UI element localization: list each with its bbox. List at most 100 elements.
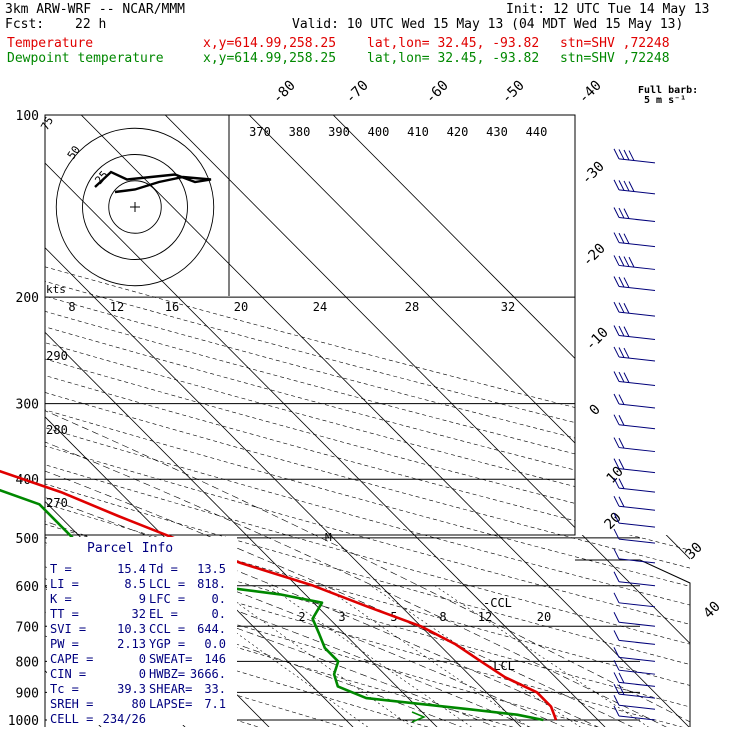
- parcel-info-title: Parcel Info: [87, 541, 173, 556]
- theta-label: 380: [289, 125, 311, 139]
- lower-frame: [575, 559, 691, 727]
- isotherm-tick-label: -50: [499, 78, 528, 107]
- wind-barb-staff: [618, 217, 656, 223]
- wind-barb-staff: [618, 602, 656, 608]
- parcel-value: 0.: [212, 607, 226, 621]
- wind-barb-flag: [613, 647, 620, 658]
- parcel-label: SVI =: [50, 622, 86, 636]
- isotherm-line: [45, 115, 444, 727]
- wind-barb: [613, 695, 656, 710]
- wind-barb: [613, 179, 656, 195]
- wind-barb-staff: [618, 447, 656, 453]
- wind-barb-flag: [618, 371, 625, 383]
- wind-barb-flag: [618, 255, 625, 267]
- wind-barb-flag: [613, 592, 620, 604]
- mixing-ratio-line: [268, 585, 480, 727]
- theta-label: 440: [526, 125, 548, 139]
- wind-barb-flag: [613, 571, 620, 583]
- wind-barb-flag: [618, 149, 625, 160]
- hodograph-ring: [82, 154, 188, 260]
- wind-barb: [613, 276, 656, 291]
- parcel-label: SHEAR=: [149, 682, 192, 696]
- wind-barb-flag: [613, 371, 620, 382]
- parcel-value: 32: [132, 607, 146, 621]
- wind-barb-flag: [618, 180, 625, 191]
- parcel-value: 644.: [197, 622, 226, 636]
- dry-adiabat: [45, 115, 619, 727]
- wind-barb: [613, 371, 656, 387]
- isotherm-tick-label: 30: [683, 540, 706, 563]
- wind-barb-flag: [613, 414, 620, 425]
- ccl-marker: -CCL: [483, 596, 512, 610]
- wind-barb: [613, 255, 656, 270]
- parcel-label: SREH =: [50, 697, 93, 711]
- wind-barb-flag: [613, 207, 620, 218]
- hodograph-kts-label: kts: [46, 283, 66, 296]
- dew-stn: stn=SHV ,72248: [560, 51, 670, 66]
- parcel-label: T =: [50, 562, 72, 576]
- wind-barb-flag: [613, 683, 620, 695]
- wind-barb-flag: [618, 415, 625, 426]
- moist-adiabat: [45, 296, 690, 727]
- wind-barb-flag: [613, 705, 620, 717]
- parcel-label: LCL =: [149, 577, 185, 591]
- wind-barb-staff: [618, 334, 656, 340]
- theta-left-label: 270: [46, 496, 68, 510]
- parcel-label: Tc =: [50, 682, 79, 696]
- wind-barb-staff: [618, 487, 656, 493]
- wind-barb: [613, 458, 656, 474]
- parcel-label: PW =: [50, 637, 79, 651]
- parcel-value: 10.3: [117, 622, 146, 636]
- wind-barb-staff: [618, 468, 656, 474]
- temp-latlon: lat,lon= 32.45, -93.82: [367, 36, 540, 51]
- parcel-value: 0.: [212, 592, 226, 606]
- wind-barb-staff: [618, 669, 656, 675]
- moist-adiabat-label: 24: [313, 300, 327, 314]
- parcel-value: 0.0: [204, 637, 226, 651]
- wind-barb-staff: [618, 158, 656, 164]
- hodograph-trace: [94, 170, 212, 194]
- wind-barb: [613, 301, 656, 317]
- wind-barb-flag: [613, 301, 620, 313]
- theta-left-label: 290: [46, 349, 68, 363]
- wind-barb-flag: [623, 233, 630, 244]
- moist-adiabat-label: 16: [165, 300, 179, 314]
- legend-temperature: Temperature: [7, 36, 94, 51]
- hodograph-ring-label: 75: [38, 115, 56, 133]
- wind-barb-flag: [618, 684, 625, 695]
- mixing-ratio-line: [213, 585, 421, 727]
- wind-barb-flag: [613, 179, 620, 191]
- parcel-label: TT =: [50, 607, 79, 621]
- isotherm-tick-label: -40: [576, 78, 605, 107]
- pressure-tick-label: 700: [16, 620, 39, 635]
- wind-barb: [613, 512, 656, 528]
- wind-barb-staff: [618, 505, 656, 511]
- wind-barb-flag: [613, 512, 620, 524]
- wind-barb-flag: [623, 208, 630, 219]
- pressure-tick-label: 100: [16, 109, 39, 124]
- pressure-tick-label: 500: [16, 532, 39, 547]
- parcel-value: 13.5: [197, 562, 226, 576]
- wind-barb-flag: [613, 477, 620, 489]
- wind-barb: [613, 683, 656, 699]
- wind-barb-staff: [618, 424, 656, 430]
- parcel-label: CAPE =: [50, 652, 93, 666]
- temp-xy: x,y=614.99,258.25: [203, 36, 337, 51]
- hodograph-ring: [55, 127, 215, 287]
- wind-barb-flag: [623, 326, 630, 337]
- legend-dewpoint: Dewpoint temperature: [7, 51, 164, 66]
- wind-barb-flag: [623, 256, 630, 267]
- theta-label: 390: [328, 125, 350, 139]
- theta-label: 430: [486, 125, 508, 139]
- isotherm-tick-label: -10: [583, 325, 612, 354]
- wind-barb-flag: [613, 437, 620, 448]
- wind-barb-staff: [618, 356, 656, 362]
- wind-barb: [613, 672, 656, 687]
- surface-arrow: [411, 711, 426, 723]
- dew-xy: x,y=614.99,258.25: [203, 51, 337, 66]
- parcel-label: YGP =: [149, 637, 185, 651]
- theta-left-label: 280: [46, 423, 68, 437]
- wind-barb-staff: [618, 189, 656, 195]
- wind-barb: [613, 207, 656, 223]
- parcel-value: 33.: [204, 682, 226, 696]
